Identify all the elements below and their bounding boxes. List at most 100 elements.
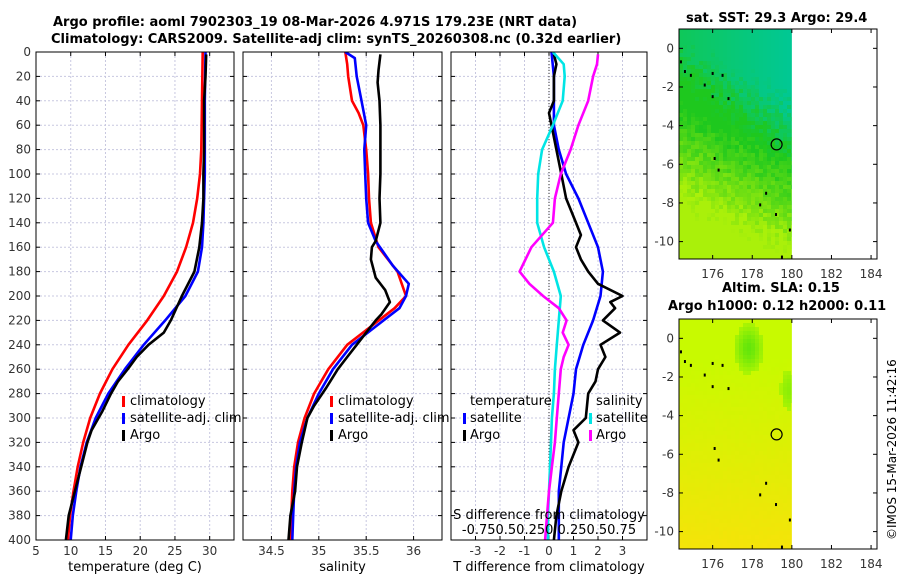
legend-label: Argo bbox=[596, 428, 626, 443]
float-track-mark bbox=[780, 545, 783, 549]
float-track-mark bbox=[679, 350, 682, 354]
y-tick-label: 360 bbox=[8, 484, 31, 498]
legend-swatch bbox=[330, 396, 333, 407]
x-tick-label: -1 bbox=[519, 544, 531, 558]
series-line-satellite-adj-clim bbox=[291, 52, 411, 540]
float-track-mark bbox=[717, 168, 720, 172]
legend-label: satellite-adj. clim bbox=[130, 411, 242, 426]
y-tick-label: 20 bbox=[16, 69, 31, 83]
x-tick-label: 10 bbox=[63, 544, 78, 558]
y-tick-label: 340 bbox=[8, 460, 31, 474]
legend-label: satellite bbox=[470, 411, 522, 426]
y-tick-label: 0 bbox=[666, 331, 674, 345]
x-tick-label: 36 bbox=[406, 544, 421, 558]
legend-label: satellite bbox=[596, 411, 648, 426]
x-tick-label: 34.5 bbox=[258, 544, 285, 558]
map-panel-sla-map: 176 178 180 182 184 0 -2 -4 -6 -8 -10 bbox=[654, 318, 883, 571]
y-tick-label: -4 bbox=[662, 409, 674, 423]
y-tick-label: 140 bbox=[8, 216, 31, 230]
map-panel-sst-map: 176 178 180 182 184 0 -2 -4 -6 -8 -10 bbox=[654, 28, 883, 281]
y-tick-label: -8 bbox=[662, 196, 674, 210]
axes-frame bbox=[678, 28, 878, 260]
y-tick-label: 60 bbox=[16, 118, 31, 132]
legend-heading-temperature: temperature bbox=[470, 394, 552, 409]
float-track-mark bbox=[713, 446, 716, 450]
float-track-mark bbox=[703, 83, 706, 87]
x-tick-label: 178 bbox=[741, 267, 764, 281]
float-track-mark bbox=[711, 385, 714, 389]
y-tick-label: 280 bbox=[8, 387, 31, 401]
x-tick-label: 5 bbox=[32, 544, 40, 558]
figure-title-line-1: Argo profile: aoml 7902303_19 08-Mar-202… bbox=[53, 15, 578, 30]
float-track-mark bbox=[788, 228, 791, 232]
x-tick-label: 178 bbox=[741, 557, 764, 571]
float-track-mark bbox=[788, 518, 791, 522]
legend-swatch bbox=[589, 430, 592, 441]
series-line-argo bbox=[64, 54, 208, 540]
y-tick-label: 180 bbox=[8, 265, 31, 279]
float-track-mark bbox=[711, 95, 714, 99]
x-tick-label: 180 bbox=[780, 267, 803, 281]
y-tick-label: 120 bbox=[8, 191, 31, 205]
float-track-mark bbox=[780, 255, 783, 259]
x-axis-label: salinity bbox=[319, 560, 366, 575]
y-tick-label: -2 bbox=[662, 370, 674, 384]
sst-map-title: sat. SST: 29.3 Argo: 29.4 bbox=[686, 11, 868, 26]
legend-label: satellite-adj. clim bbox=[338, 411, 450, 426]
x-tick-label: 184 bbox=[860, 557, 883, 571]
argo-position-marker bbox=[770, 428, 783, 441]
legend-heading-salinity: salinity bbox=[596, 394, 643, 409]
legend-swatch bbox=[589, 413, 592, 424]
x-tick-label: 20 bbox=[133, 544, 148, 558]
y-tick-label: 400 bbox=[8, 533, 31, 547]
float-track-mark bbox=[727, 97, 730, 101]
x-tick-label: 184 bbox=[860, 267, 883, 281]
y-tick-label: 260 bbox=[8, 362, 31, 376]
x-tick-label: 30 bbox=[202, 544, 217, 558]
float-track-mark bbox=[679, 60, 682, 64]
y-tick-label: 40 bbox=[16, 94, 31, 108]
y-tick-label: 100 bbox=[8, 167, 31, 181]
legend-label: Argo bbox=[130, 428, 160, 443]
float-track-mark bbox=[721, 73, 724, 77]
x-axis-label: T difference from climatology bbox=[452, 560, 645, 575]
legend-swatch bbox=[463, 413, 466, 424]
float-track-mark bbox=[711, 71, 714, 75]
secondary-x-tick-labels: -0.750.50.250 0.250.50.75 bbox=[462, 523, 636, 538]
float-track-mark bbox=[683, 360, 686, 364]
legend-swatch bbox=[330, 430, 333, 441]
x-tick-label: 15 bbox=[98, 544, 113, 558]
float-track-mark bbox=[689, 363, 692, 367]
float-track-mark bbox=[683, 70, 686, 74]
series-line-temperature-satellite bbox=[550, 52, 605, 540]
float-track-mark bbox=[765, 481, 768, 485]
float-track-mark bbox=[775, 213, 778, 217]
float-track-mark bbox=[775, 503, 778, 507]
x-tick-label: 35 bbox=[311, 544, 326, 558]
profile-panel-salinity: 34.5 35 35.5 36 salinity climatology satellite… bbox=[242, 51, 450, 575]
legend-swatch bbox=[463, 430, 466, 441]
y-tick-label: -10 bbox=[654, 525, 674, 539]
series-line-climatology bbox=[66, 52, 204, 540]
sla-map-title: Altim. SLA: 0.15 bbox=[722, 281, 840, 296]
y-tick-label: 380 bbox=[8, 509, 31, 523]
y-tick-label: 300 bbox=[8, 411, 31, 425]
secondary-x-axis-label: S difference from climatology bbox=[453, 508, 645, 523]
legend-swatch bbox=[122, 396, 125, 407]
float-track-mark bbox=[713, 156, 716, 160]
argo-position-marker bbox=[770, 138, 783, 151]
float-track-mark bbox=[727, 387, 730, 391]
float-track-mark bbox=[721, 363, 724, 367]
y-tick-label: 200 bbox=[8, 289, 31, 303]
x-tick-label: 3 bbox=[619, 544, 627, 558]
float-track-mark bbox=[703, 373, 706, 377]
legend-label: Argo bbox=[338, 428, 368, 443]
x-tick-label: 35.5 bbox=[353, 544, 380, 558]
x-tick-label: 0 bbox=[545, 544, 553, 558]
legend-label: climatology bbox=[130, 394, 206, 409]
y-tick-label: -8 bbox=[662, 486, 674, 500]
sla-map-title-line-2: Argo h1000: 0.12 h2000: 0.11 bbox=[668, 299, 887, 314]
x-tick-label: 1 bbox=[570, 544, 578, 558]
